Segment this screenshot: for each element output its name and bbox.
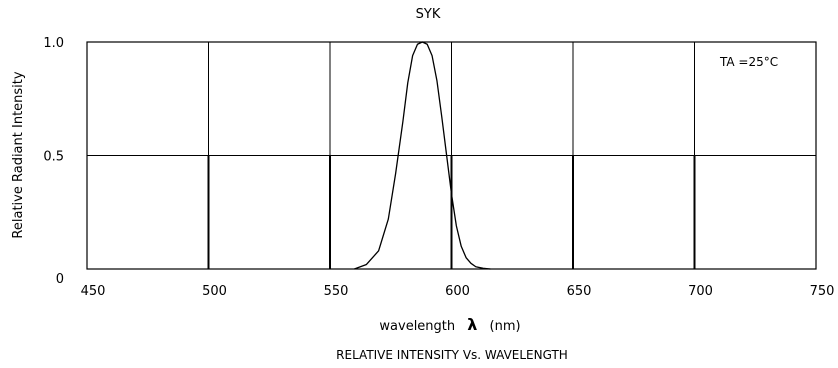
- y-tick-label: 0: [56, 272, 64, 287]
- spectrum-curve: [354, 41, 491, 270]
- plot-frame: [86, 41, 817, 270]
- x-tick-labels: 450 500 550 600 650 700 750: [81, 284, 835, 299]
- x-tick-label: 550: [324, 284, 349, 299]
- x-axis-unit: (nm): [490, 319, 521, 334]
- x-tick-label: 700: [688, 284, 713, 299]
- series-layer: [354, 41, 491, 270]
- y-tick-label: 1.0: [43, 36, 64, 51]
- y-axis-label: Relative Radiant Intensity: [11, 71, 26, 238]
- chart-title: SYK: [416, 7, 441, 22]
- temperature-annotation: TA =25°C: [719, 55, 778, 69]
- x-tick-label: 750: [810, 284, 835, 299]
- y-tick-label: 0.5: [43, 150, 64, 165]
- x-tick-label: 650: [567, 284, 592, 299]
- grid: [87, 42, 816, 269]
- x-tick-label: 500: [202, 284, 227, 299]
- x-axis-label-text: wavelength: [379, 319, 455, 334]
- x-tick-label: 450: [81, 284, 106, 299]
- y-tick-labels: 0 0.5 1.0: [43, 36, 64, 287]
- lambda-symbol: λ: [467, 315, 477, 334]
- chart-subtitle: RELATIVE INTENSITY Vs. WAVELENGTH: [336, 348, 568, 362]
- x-tick-label: 600: [445, 284, 470, 299]
- x-axis-label: wavelength λ (nm): [379, 315, 520, 334]
